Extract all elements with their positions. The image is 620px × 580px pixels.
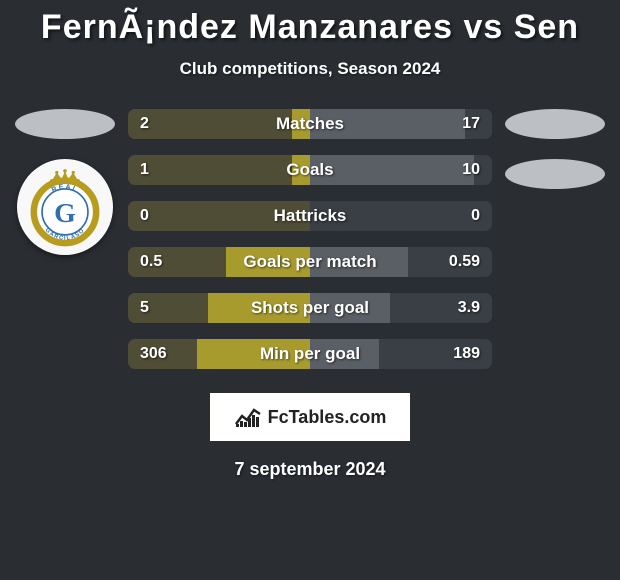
- club-badge-placeholder-right: [505, 159, 605, 189]
- stat-value-right: 10: [462, 161, 480, 179]
- svg-text:G: G: [54, 198, 76, 229]
- stat-value-right: 17: [462, 115, 480, 133]
- club-crest-icon: G REAL GARCILASO: [24, 166, 106, 248]
- stat-value-left: 0.5: [140, 253, 162, 271]
- stat-value-right: 0: [471, 207, 480, 225]
- stat-value-left: 0: [140, 207, 149, 225]
- stat-row: 0 0 Hattricks: [128, 201, 492, 231]
- left-player-col: G REAL GARCILASO: [10, 109, 120, 385]
- stat-row: 2 17 Matches: [128, 109, 492, 139]
- club-badge-left: G REAL GARCILASO: [17, 159, 113, 255]
- fctables-logo-icon: [234, 406, 262, 428]
- stat-label: Shots per goal: [251, 298, 369, 318]
- comparison-widget: FernÃ¡ndez Manzanares vs Sen Club compet…: [0, 0, 620, 480]
- stat-value-left: 2: [140, 115, 149, 133]
- snapshot-date: 7 september 2024: [0, 459, 620, 480]
- stat-value-left: 306: [140, 345, 167, 363]
- right-player-col: [500, 109, 610, 385]
- stat-row: 0.5 0.59 Goals per match: [128, 247, 492, 277]
- page-subtitle: Club competitions, Season 2024: [0, 59, 620, 79]
- player-photo-placeholder-left: [15, 109, 115, 139]
- stat-row: 306 189 Min per goal: [128, 339, 492, 369]
- stat-label: Hattricks: [274, 206, 347, 226]
- stat-row: 5 3.9 Shots per goal: [128, 293, 492, 323]
- player-photo-placeholder-right: [505, 109, 605, 139]
- stat-value-left: 1: [140, 161, 149, 179]
- stat-label: Min per goal: [260, 344, 360, 364]
- page-title: FernÃ¡ndez Manzanares vs Sen: [0, 8, 620, 47]
- source-brand: FcTables.com: [268, 407, 387, 428]
- stats-column: 2 17 Matches 1 10 Goals 0 0 Hattricks 0.5 0.59 Goal…: [120, 109, 500, 385]
- stat-label: Matches: [276, 114, 344, 134]
- stat-value-right: 0.59: [449, 253, 480, 271]
- stat-value-right: 189: [453, 345, 480, 363]
- stat-row: 1 10 Goals: [128, 155, 492, 185]
- stat-value-left: 5: [140, 299, 149, 317]
- body-row: G REAL GARCILASO: [0, 109, 620, 385]
- stat-value-right: 3.9: [458, 299, 480, 317]
- stat-label: Goals: [286, 160, 333, 180]
- source-link[interactable]: FcTables.com: [210, 393, 410, 441]
- stat-label: Goals per match: [243, 252, 376, 272]
